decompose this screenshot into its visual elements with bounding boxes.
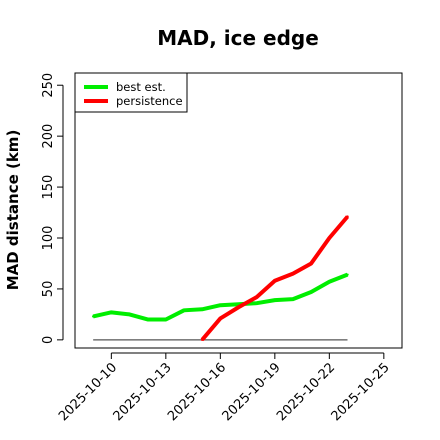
- y-tick-label: 150: [41, 175, 56, 200]
- data-point-best-est: [291, 297, 295, 301]
- y-axis: 0 50 100 150 200 250: [41, 73, 64, 344]
- x-tick-label: 2025-10-25: [329, 360, 393, 424]
- data-point-best-est: [346, 273, 349, 276]
- data-point-best-est: [219, 304, 222, 307]
- legend-box: [74, 72, 188, 113]
- chart-title: MAD, ice edge: [157, 26, 319, 50]
- data-point-best-est: [328, 280, 331, 283]
- data-point-persistence: [309, 262, 313, 265]
- data-point-best-est: [146, 318, 149, 321]
- data-point-best-est: [255, 301, 258, 305]
- data-point-best-est: [200, 308, 204, 311]
- data-point-persistence: [200, 338, 204, 342]
- data-point-persistence: [346, 215, 349, 218]
- data-point-best-est: [164, 318, 168, 321]
- legend-label-persistence: persistence: [116, 94, 183, 108]
- legend-label-best-est: best est.: [116, 80, 166, 94]
- data-point-best-est: [309, 290, 313, 294]
- y-tick-label: 250: [41, 73, 56, 98]
- series-line-persistence: [200, 215, 350, 342]
- data-point-best-est: [128, 313, 131, 316]
- data-point-best-est: [91, 315, 95, 318]
- y-tick-label: 50: [41, 281, 56, 298]
- legend: best est. persistence: [74, 72, 188, 113]
- data-point-persistence: [291, 272, 295, 275]
- data-point-persistence: [219, 317, 222, 320]
- data-point-best-est: [110, 311, 113, 314]
- y-tick-label: 200: [41, 124, 56, 149]
- plot-frame: [74, 72, 403, 349]
- y-tick-label: 100: [41, 226, 56, 251]
- series-line-best-est: [92, 272, 349, 322]
- data-point-best-est: [273, 298, 277, 302]
- x-axis: 2025-10-102025-10-132025-10-162025-10-19…: [56, 352, 393, 424]
- series-layer: [91, 215, 350, 342]
- data-point-persistence: [255, 295, 258, 299]
- data-point-persistence: [273, 279, 277, 282]
- y-axis-label: MAD distance (km): [4, 130, 22, 291]
- y-tick-label: 0: [41, 336, 56, 344]
- data-point-persistence: [328, 236, 331, 240]
- data-point-best-est: [182, 309, 186, 312]
- data-point-persistence: [237, 306, 240, 309]
